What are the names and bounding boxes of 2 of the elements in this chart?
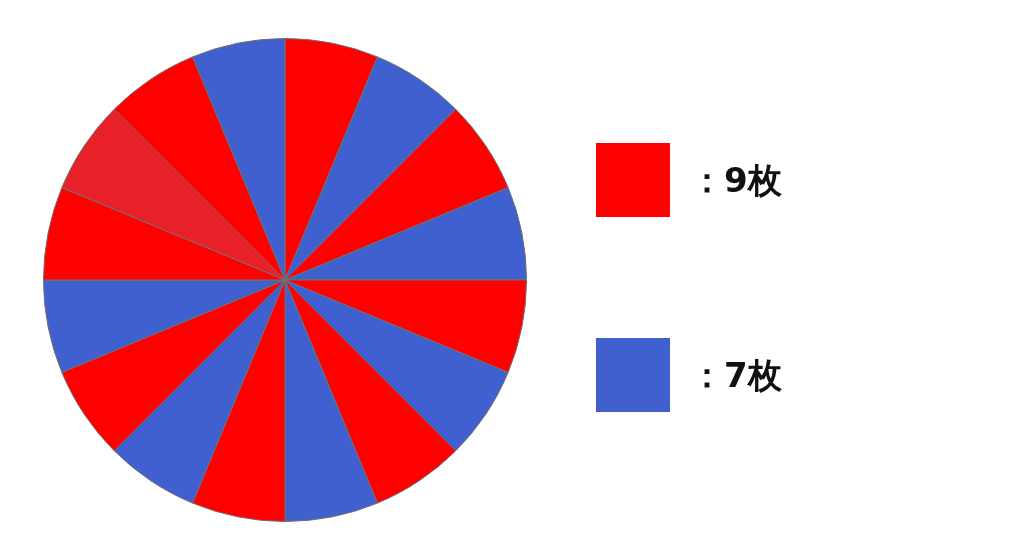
text: ：9枚 bbox=[690, 160, 782, 200]
text: ：7枚 bbox=[690, 355, 782, 395]
